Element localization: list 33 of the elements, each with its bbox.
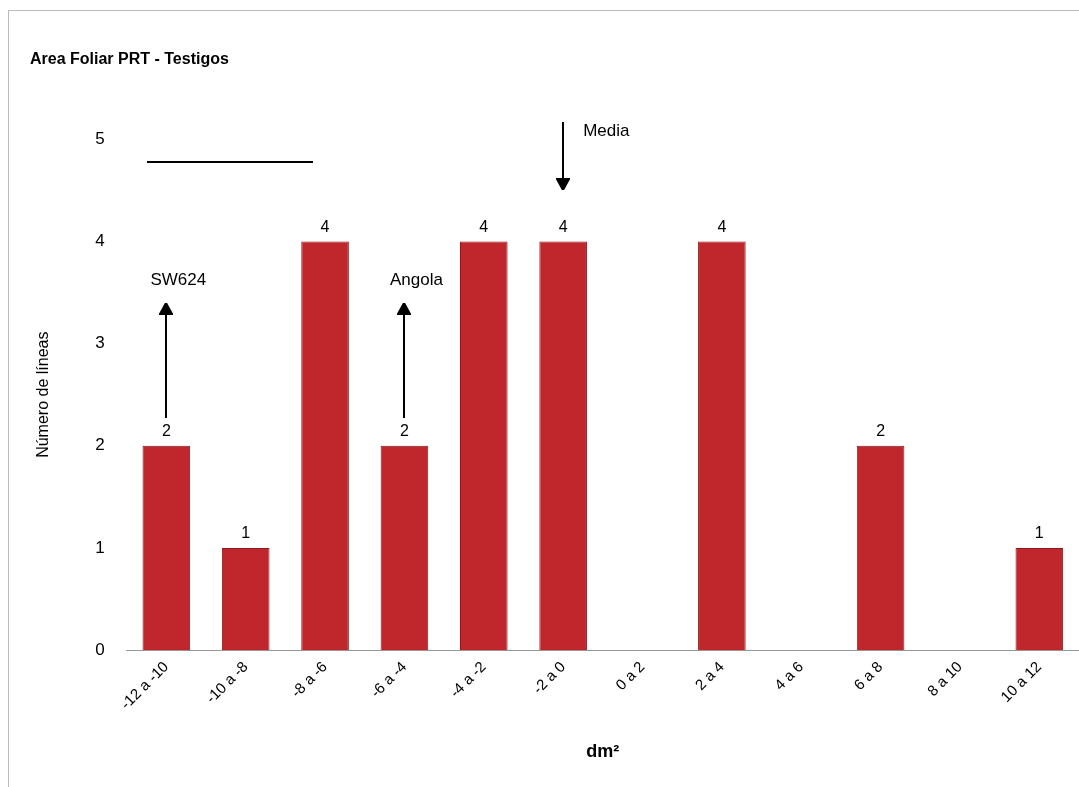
x-tick-label: 8 a 10 (923, 657, 966, 700)
x-axis-title: dm² (586, 741, 620, 762)
annotation: Media (583, 121, 630, 141)
x-tick-label: -10 a -8 (202, 657, 251, 707)
data-label: 1 (241, 524, 251, 542)
data-label: 2 (876, 422, 886, 440)
y-tick-label: 0 (95, 639, 105, 659)
data-label: 2 (399, 422, 409, 440)
y-tick-label: 2 (95, 435, 105, 455)
chart-title: Area Foliar PRT - Testigos (30, 50, 229, 68)
annotation: SW624 (150, 269, 207, 289)
data-label: 1 (1034, 524, 1044, 542)
data-label: 2 (161, 422, 171, 440)
y-axis-title: Número de líneas (34, 331, 52, 458)
x-tick-label: 4 a 6 (770, 657, 807, 694)
y-tick-label: 4 (95, 231, 105, 251)
x-tick-label: -2 a 0 (529, 657, 569, 697)
x-tick-label: -8 a -6 (287, 657, 331, 701)
x-tick-label: 0 a 2 (611, 657, 648, 694)
x-tick-label: 6 a 8 (850, 657, 886, 694)
data-label: 4 (558, 217, 568, 235)
data-label: 4 (717, 217, 727, 235)
x-tick-label: 10 a 12 (996, 657, 1045, 706)
x-tick-label: -12 a -10 (116, 657, 172, 713)
x-tick-label: -4 a -2 (446, 657, 489, 701)
y-tick-label: 1 (95, 537, 105, 557)
data-label: 4 (479, 217, 489, 235)
x-tick-label: -6 a -4 (366, 657, 410, 701)
data-label: 4 (320, 217, 330, 235)
annotation: Angola (389, 269, 444, 289)
y-tick-label: 5 (95, 128, 105, 148)
x-tick-label: 2 a 4 (691, 657, 727, 694)
y-tick-label: 3 (95, 333, 105, 353)
